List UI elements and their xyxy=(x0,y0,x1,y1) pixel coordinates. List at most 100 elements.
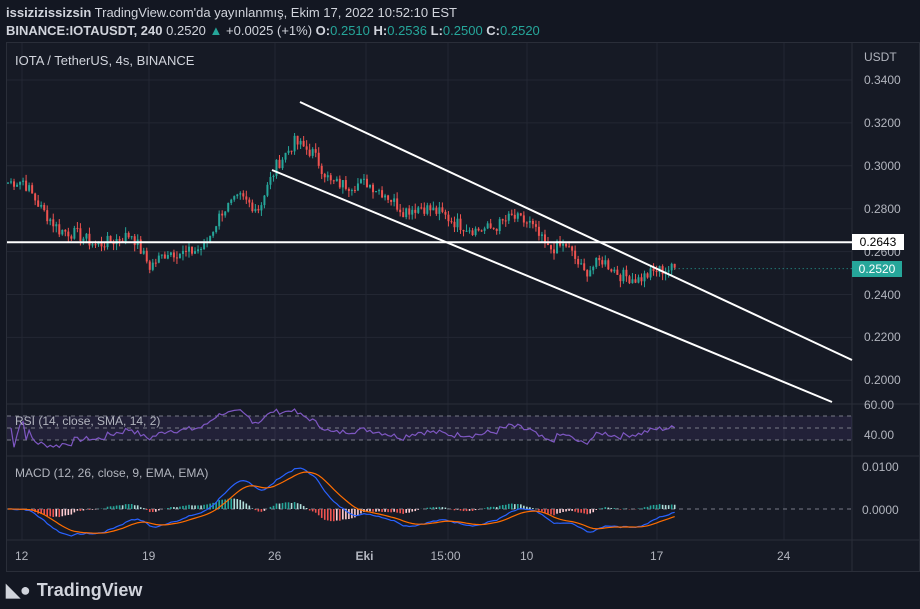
macd-histogram-bar xyxy=(58,509,61,518)
macd-histogram-bar xyxy=(399,509,401,514)
macd-histogram-bar xyxy=(79,509,82,511)
candle-body xyxy=(287,150,290,153)
candle-body xyxy=(239,193,242,195)
macd-histogram-bar xyxy=(498,505,501,509)
candle-body xyxy=(260,205,263,211)
macd-histogram-bar xyxy=(242,501,245,509)
macd-histogram-bar xyxy=(336,509,338,521)
macd-histogram-bar xyxy=(360,509,362,514)
candle-body xyxy=(583,263,586,271)
macd-histogram-bar xyxy=(526,506,528,509)
macd-histogram-bar xyxy=(103,508,106,509)
candle-body xyxy=(248,199,251,203)
macd-histogram-bar xyxy=(260,509,263,512)
publish-date: TradingView.com'da yayınlanmış, Ekim 17,… xyxy=(94,5,457,20)
candle-body xyxy=(7,182,9,184)
macd-histogram-bar xyxy=(604,507,607,509)
candle-body xyxy=(305,146,308,150)
macd-histogram-bar xyxy=(302,505,305,509)
candle-body xyxy=(85,233,88,239)
macd-histogram-bar xyxy=(275,503,278,509)
candle-body xyxy=(649,268,652,278)
rsi-tick: 60.00 xyxy=(864,398,895,412)
macd-histogram-bar xyxy=(601,508,604,509)
macd-histogram-bar xyxy=(179,506,181,509)
candle-body xyxy=(175,257,178,259)
candle-body xyxy=(200,249,203,251)
candle-body xyxy=(52,219,55,227)
candle-body xyxy=(290,150,293,152)
macd-histogram-bar xyxy=(320,509,323,518)
macd-histogram-bar xyxy=(510,503,513,509)
macd-histogram-bar xyxy=(381,509,383,512)
candle-body xyxy=(559,241,562,246)
macd-histogram-bar xyxy=(136,505,139,509)
candle-body xyxy=(417,207,420,213)
macd-histogram-bar xyxy=(112,506,115,509)
macd-histogram-bar xyxy=(459,509,462,511)
macd-histogram-bar xyxy=(655,504,658,509)
up-arrow-icon: ▲ xyxy=(209,23,223,38)
macd-histogram-bar xyxy=(574,509,576,512)
candle-body xyxy=(34,193,37,201)
tradingview-logo[interactable]: ◣● TradingView xyxy=(6,580,142,601)
candle-body xyxy=(477,228,480,231)
chart-canvas[interactable] xyxy=(0,0,920,575)
username[interactable]: issizizissizsin xyxy=(6,5,92,20)
macd-legend: MACD (12, 26, close, 9, EMA, EMA) xyxy=(15,466,209,480)
candle-body xyxy=(393,198,396,202)
candle-body xyxy=(188,246,190,252)
candle-body xyxy=(441,207,444,212)
candle-body xyxy=(293,135,296,152)
candle-body xyxy=(323,173,326,178)
candle-body xyxy=(97,242,100,245)
macd-histogram-bar xyxy=(70,509,73,515)
candle-body xyxy=(504,220,507,222)
candle-body xyxy=(420,207,423,209)
candle-body xyxy=(519,213,522,216)
macd-histogram-bar xyxy=(230,498,233,509)
tv-logo-icon: ◣● xyxy=(6,580,31,600)
macd-histogram-bar xyxy=(426,507,429,509)
time-tick: 26 xyxy=(268,549,282,563)
level-price-label: 0.2643 xyxy=(852,234,904,250)
candle-body xyxy=(296,135,299,145)
macd-histogram-bar xyxy=(188,504,190,509)
macd-histogram-bar xyxy=(203,504,205,509)
symbol: BINANCE:IOTAUSDT, 240 xyxy=(6,23,163,38)
candle-body xyxy=(326,175,329,178)
macd-histogram-bar xyxy=(532,508,534,509)
candle-body xyxy=(435,207,438,214)
last-price: 0.2520 xyxy=(166,23,206,38)
candle-body xyxy=(568,246,571,248)
candle-body xyxy=(191,246,194,254)
macd-histogram-bar xyxy=(194,505,196,509)
signal-line xyxy=(7,471,675,534)
candle-body xyxy=(595,257,598,267)
candle-body xyxy=(178,253,181,259)
close-value: 0.2520 xyxy=(500,23,540,38)
macd-histogram-bar xyxy=(293,502,296,509)
macd-histogram-bar xyxy=(595,509,598,510)
chart-frame[interactable] xyxy=(6,42,920,572)
candle-body xyxy=(543,234,546,244)
macd-histogram-bar xyxy=(544,509,546,513)
candle-body xyxy=(70,236,73,239)
macd-histogram-bar xyxy=(109,506,112,509)
macd-histogram-bar xyxy=(88,509,91,510)
macd-histogram-bar xyxy=(504,504,507,509)
candle-body xyxy=(634,279,637,283)
candle-body xyxy=(233,196,236,200)
rsi-line xyxy=(10,408,675,449)
macd-histogram-bar xyxy=(507,503,510,509)
candle-body xyxy=(64,229,67,232)
candle-body xyxy=(640,277,643,282)
candle-body xyxy=(480,230,483,232)
price-tick: 0.3400 xyxy=(864,73,901,87)
macd-histogram-bar xyxy=(486,507,489,509)
macd-histogram-bar xyxy=(583,509,585,514)
candle-body xyxy=(299,140,302,145)
macd-histogram-bar xyxy=(351,509,353,519)
macd-histogram-bar xyxy=(224,499,226,509)
macd-histogram-bar xyxy=(254,509,257,511)
